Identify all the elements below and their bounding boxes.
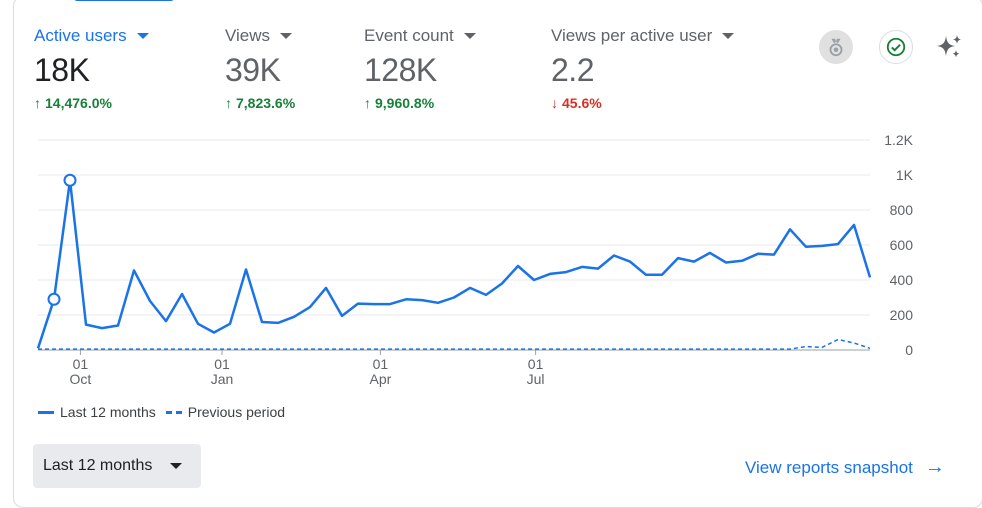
x-tick-day: 01: [373, 356, 389, 372]
arrow-up-icon: ↑: [225, 95, 232, 111]
snapshot-link-label: View reports snapshot: [745, 457, 913, 477]
arrow-up-icon: ↑: [364, 95, 371, 111]
metric-views[interactable]: Views 39K ↑ 7,823.6%: [225, 26, 295, 111]
medal-icon[interactable]: [819, 30, 853, 64]
arrow-right-icon: →: [924, 456, 945, 478]
metric-change: ↑ 14,476.0%: [34, 95, 112, 111]
legend-swatch-dashed: [165, 410, 182, 414]
y-tick-label: 200: [890, 307, 914, 323]
arrow-up-icon: ↑: [34, 95, 41, 111]
arrow-down-icon: ↓: [551, 95, 558, 111]
series-last-12-months: [36, 179, 872, 349]
y-tick-label: 400: [890, 272, 914, 288]
metric-change: ↑ 7,823.6%: [225, 95, 296, 111]
legend-swatch-solid: [38, 410, 54, 414]
metric-label[interactable]: Views per active user: [551, 26, 735, 46]
metric-label[interactable]: Views: [225, 26, 295, 46]
metric-value: 128K: [364, 52, 437, 88]
x-tick-day: 01: [528, 356, 544, 372]
metric-views-per-user[interactable]: Views per active user 2.2 ↓ 45.6%: [551, 26, 735, 111]
x-tick-day: 01: [214, 356, 230, 372]
data-point-marker: [63, 173, 77, 187]
metric-active-users[interactable]: Active users 18K ↑ 14,476.0%: [34, 26, 149, 111]
overview-card: [13, 0, 982, 508]
y-tick-label: 0: [905, 342, 913, 358]
caret-down-icon: [170, 463, 183, 469]
caret-down-icon: [280, 33, 293, 39]
series-previous-period: [38, 338, 871, 350]
y-tick-label: 800: [890, 202, 914, 218]
metric-event-count[interactable]: Event count 128K ↑ 9,960.8%: [364, 26, 476, 111]
x-tick-month: Apr: [370, 371, 392, 387]
y-tick-label: 1K: [896, 167, 914, 183]
y-tick-label: 600: [890, 237, 914, 253]
chart-legend: Last 12 months Previous period: [38, 404, 295, 420]
y-tick-label: 1.2K: [884, 132, 913, 148]
metric-label[interactable]: Event count: [364, 26, 476, 46]
x-tick-month: Oct: [70, 371, 92, 387]
legend-item-current: Last 12 months: [38, 404, 156, 420]
x-tick-month: Jul: [527, 371, 545, 387]
caret-down-icon: [722, 33, 735, 39]
sparkle-icon[interactable]: [932, 30, 966, 64]
check-circle-icon[interactable]: [879, 30, 913, 64]
metric-change: ↓ 45.6%: [551, 95, 602, 111]
data-point-marker: [47, 292, 61, 306]
legend-item-previous: Previous period: [165, 404, 285, 420]
metric-value: 18K: [34, 52, 90, 88]
metric-label[interactable]: Active users: [34, 26, 149, 46]
x-tick-month: Jan: [211, 371, 234, 387]
metric-value: 2.2: [551, 52, 594, 88]
tab-indicator: [74, 0, 174, 1]
caret-down-icon: [136, 33, 149, 39]
metric-value: 39K: [225, 52, 281, 88]
date-range-dropdown[interactable]: Last 12 months: [33, 444, 201, 488]
metric-change: ↑ 9,960.8%: [364, 95, 435, 111]
date-range-label: Last 12 months: [43, 457, 153, 474]
x-tick-day: 01: [73, 356, 89, 372]
view-reports-snapshot-link[interactable]: View reports snapshot →: [745, 456, 945, 479]
caret-down-icon: [463, 33, 476, 39]
